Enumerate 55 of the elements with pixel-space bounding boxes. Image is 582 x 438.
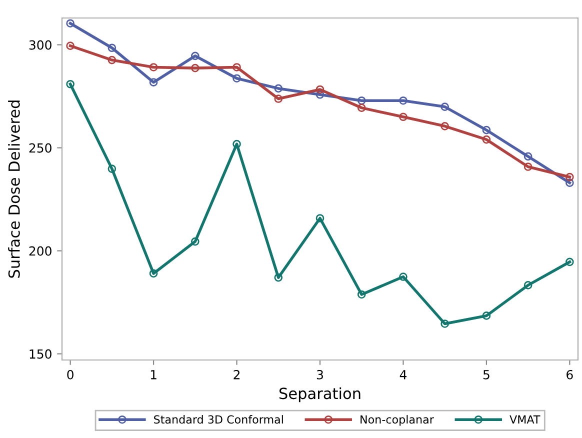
- y-tick-label: 150: [30, 349, 52, 359]
- point: [316, 90, 324, 99]
- point: [190, 64, 200, 72]
- point: [482, 312, 491, 320]
- point: [524, 152, 532, 161]
- point: [440, 102, 450, 111]
- point: [357, 96, 366, 105]
- x-tick-label: 1: [150, 370, 156, 380]
- point: [399, 96, 408, 105]
- legend-label: VMAT: [510, 415, 540, 424]
- point: [399, 112, 408, 122]
- point: [566, 178, 574, 187]
- point: [190, 237, 200, 246]
- point: [66, 42, 74, 50]
- point: [108, 44, 116, 52]
- point: [357, 104, 366, 112]
- x-tick-label: 2: [234, 370, 240, 380]
- point: [108, 164, 116, 173]
- point: [357, 290, 366, 299]
- y-axis-title: Surface Dose Delivered: [8, 100, 20, 278]
- legend-label: Non-coplanar: [360, 415, 434, 426]
- legend-label: Standard 3D Conformal: [154, 415, 283, 424]
- x-tick-label: 4: [400, 370, 406, 380]
- point: [566, 172, 574, 182]
- point: [316, 214, 324, 222]
- point: [232, 63, 241, 72]
- point: [108, 56, 116, 64]
- y-tick-label: 300: [29, 40, 52, 50]
- point: [274, 94, 283, 103]
- x-tick-label: 0: [67, 370, 74, 380]
- point: [482, 135, 491, 144]
- x-axis-title: Separation: [279, 387, 360, 402]
- point: [524, 162, 532, 171]
- point: [274, 273, 283, 282]
- point: [190, 52, 200, 60]
- point: [524, 281, 532, 290]
- point: [274, 84, 283, 93]
- point: [316, 85, 324, 94]
- x-tick-label: 5: [483, 370, 490, 380]
- x-tick-label: 3: [316, 370, 323, 380]
- point: [149, 63, 158, 72]
- x-tick-label: 6: [566, 370, 573, 380]
- point: [149, 78, 158, 86]
- point: [66, 80, 74, 88]
- point: [440, 122, 450, 130]
- y-tick-label: 200: [29, 246, 52, 256]
- y-tick-label: 250: [29, 143, 52, 153]
- point: [482, 126, 491, 134]
- point: [66, 19, 74, 28]
- point: [440, 320, 450, 328]
- point: [149, 269, 158, 278]
- point: [566, 258, 574, 266]
- point: [232, 74, 241, 83]
- point: [399, 272, 408, 281]
- point: [232, 140, 241, 148]
